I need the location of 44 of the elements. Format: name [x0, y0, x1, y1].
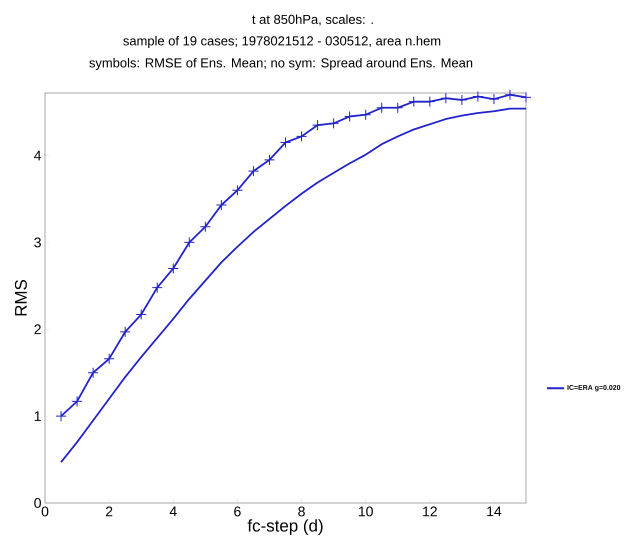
x-tick-label: 12 [423, 506, 437, 516]
point [200, 221, 211, 232]
text: symbols: RMSE of Ens. Mean; no sym: Spread around Ens. Mean [89, 58, 472, 70]
y-tick-label: 4 [34, 150, 42, 160]
point [488, 94, 500, 105]
point [472, 90, 484, 102]
point [168, 262, 179, 274]
point [104, 353, 115, 364]
point [216, 200, 227, 211]
point [152, 282, 163, 294]
x-tick-label: 8 [298, 506, 305, 516]
x-tick-label: 10 [358, 506, 373, 516]
x-tick-label: 14 [487, 506, 502, 516]
point [344, 110, 356, 122]
point [56, 410, 67, 422]
y-tick-label: 2 [34, 324, 41, 334]
point [232, 184, 243, 196]
point [136, 309, 147, 320]
point [72, 396, 83, 407]
point [120, 326, 131, 338]
y-tick-label: 0 [34, 498, 41, 508]
y-axis-title: RMS [14, 280, 27, 316]
point [88, 367, 99, 378]
point [264, 154, 275, 166]
x-tick-label: 2 [106, 506, 112, 516]
point [184, 236, 195, 248]
x-tick-label: 0 [42, 506, 48, 516]
point [504, 89, 516, 100]
x-tick-label: 6 [234, 506, 241, 516]
x-axis-title: fc-step (d) [248, 519, 323, 536]
point [248, 166, 259, 177]
point [520, 92, 532, 103]
point [296, 130, 308, 142]
point [360, 109, 372, 120]
y-tick-label: 1 [34, 411, 41, 421]
y-tick-label: 3 [34, 237, 41, 248]
point [280, 137, 292, 148]
point [440, 92, 452, 104]
point [328, 118, 340, 129]
point [456, 94, 468, 106]
x-tick-label: 4 [170, 506, 177, 516]
point [312, 120, 324, 131]
chart-subtitle: sample of 19 cases; 1978021512 - 030512, area n.hem [123, 36, 440, 48]
chart-title: t at 850hPa, scales: . [252, 14, 373, 26]
